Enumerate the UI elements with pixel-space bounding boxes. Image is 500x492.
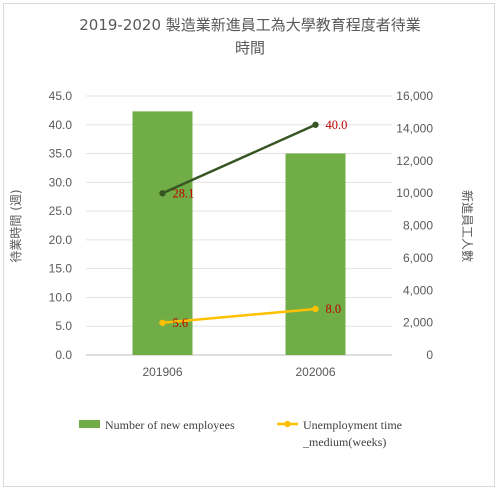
data-label: 28.1	[173, 186, 195, 200]
series-point	[159, 190, 166, 197]
series-line	[161, 123, 317, 195]
legend-swatch-marker	[284, 420, 291, 428]
y-left-tick-label: 10.0	[49, 290, 73, 304]
legend-label-line-2: _medium(weeks)	[302, 435, 386, 449]
data-label: 5.6	[173, 316, 189, 330]
bar-series	[132, 111, 346, 355]
y-left-tick-label: 25.0	[49, 204, 73, 218]
y-right-tick-label: 14,000	[396, 121, 433, 135]
y-right-tick-label: 12,000	[396, 154, 433, 168]
right-axis-ticks: 0 2,000 4,000 6,000 8,000 10,000 12,000 14,000 1…	[396, 89, 433, 362]
left-axis-ticks: 0.0 5.0 10.0 15.0 20.0 25.0 30.0 35.0 40.0 45.0	[49, 89, 73, 362]
y-right-tick-label: 8,000	[403, 219, 433, 233]
bar	[132, 111, 193, 355]
x-axis-ticks: 201906 202006	[142, 365, 335, 379]
y-left-tick-label: 40.0	[49, 118, 73, 132]
legend-label-line-1: Unemployment time	[303, 418, 402, 432]
y-right-tick-label: 0	[426, 348, 433, 362]
y-left-tick-label: 35.0	[49, 147, 73, 161]
y-right-tick-label: 6,000	[403, 251, 433, 265]
series-line	[162, 307, 316, 325]
chart-frame	[3, 3, 495, 487]
legend-swatch-bar	[79, 420, 100, 428]
y-right-tick-label: 16,000	[396, 89, 433, 103]
x-tick-label: 202006	[295, 365, 335, 379]
data-label: 8.0	[326, 302, 342, 316]
data-label: 40.0	[326, 118, 348, 132]
y-left-tick-label: 15.0	[49, 262, 73, 276]
line-series	[159, 121, 319, 326]
y-right-axis-label: 新進員工人數	[460, 190, 475, 262]
y-right-tick-label: 2,000	[403, 316, 433, 330]
legend: Number of new employees Unemployment tim…	[79, 418, 402, 449]
chart-title-line2: 時間	[235, 39, 265, 57]
y-left-tick-label: 0.0	[55, 348, 72, 362]
series-point	[312, 305, 319, 313]
series-point	[312, 121, 319, 128]
y-right-tick-label: 10,000	[396, 186, 433, 200]
y-left-axis-label: 待業時間 (週)	[9, 189, 23, 262]
legend-label-bar: Number of new employees	[105, 418, 235, 432]
y-left-tick-label: 45.0	[49, 89, 73, 103]
bar	[285, 153, 346, 355]
y-left-tick-label: 30.0	[49, 175, 73, 189]
y-left-tick-label: 20.0	[49, 233, 73, 247]
series-point	[159, 319, 166, 326]
data-labels: 28.1 40.0 5.6 8.0	[173, 118, 348, 330]
y-right-tick-label: 4,000	[403, 283, 433, 297]
chart-title-line1: 2019-2020 製造業新進員工為大學教育程度者待業	[79, 16, 421, 34]
y-left-tick-label: 5.0	[55, 319, 72, 333]
x-tick-label: 201906	[142, 365, 182, 379]
